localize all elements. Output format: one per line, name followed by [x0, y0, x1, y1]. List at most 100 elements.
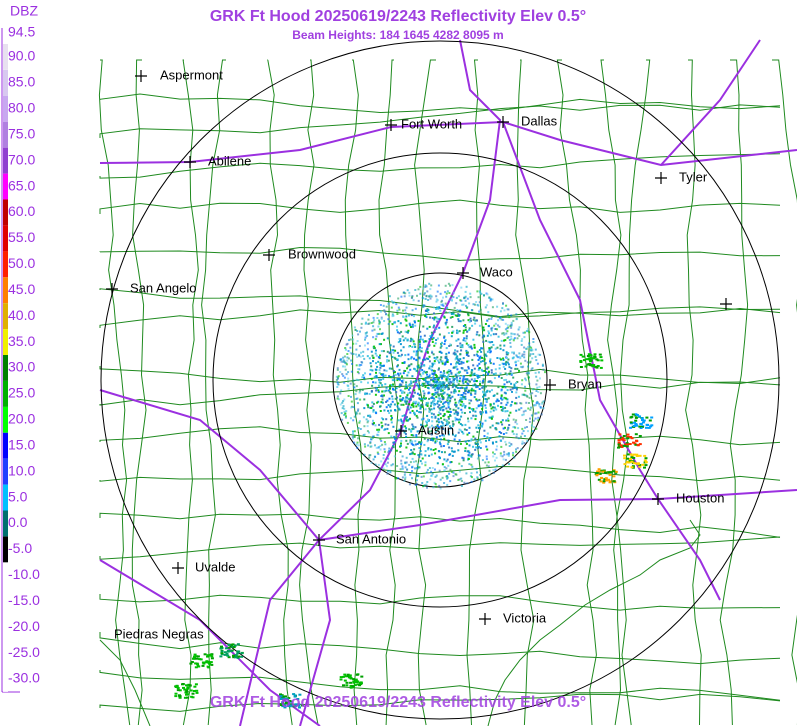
echo-pixel	[515, 448, 517, 451]
echo-pixel	[376, 428, 379, 431]
echo-pixel	[438, 333, 441, 336]
echo-pixel	[484, 306, 487, 309]
echo-pixel	[434, 391, 437, 394]
echo-pixel	[467, 360, 470, 363]
echo-pixel	[614, 471, 618, 474]
city-cross	[457, 267, 469, 279]
city-label: Waco	[480, 264, 513, 279]
echo-pixel	[388, 449, 390, 452]
echo-pixel	[420, 383, 423, 386]
echo-pixel	[348, 675, 352, 678]
echo-pixel	[443, 434, 446, 437]
echo-pixel	[436, 428, 439, 431]
echo-pixel	[450, 335, 453, 338]
echo-pixel	[468, 320, 471, 323]
echo-pixel	[357, 333, 360, 336]
echo-pixel	[433, 330, 436, 333]
echo-pixel	[422, 325, 425, 328]
echo-pixel	[635, 453, 639, 456]
echo-pixel	[409, 473, 412, 476]
echo-pixel	[518, 352, 521, 355]
echo-pixel	[454, 398, 456, 401]
echo-pixel	[493, 324, 496, 327]
echo-pixel	[436, 299, 439, 302]
echo-pixel	[447, 417, 450, 420]
echo-pixel	[349, 686, 353, 689]
echo-pixel	[398, 368, 401, 371]
echo-pixel	[434, 415, 437, 418]
echo-pixel	[516, 381, 519, 383]
echo-pixel	[464, 326, 467, 329]
echo-pixel	[501, 464, 504, 467]
echo-pixel	[401, 381, 404, 384]
echo-pixel	[447, 404, 450, 407]
echo-pixel	[596, 365, 600, 367]
echo-pixel	[380, 364, 383, 367]
echo-pixel	[504, 328, 507, 331]
echo-pixel	[451, 380, 454, 383]
echo-pixel	[443, 370, 445, 373]
echo-pixel	[375, 371, 377, 374]
echo-pixel	[376, 451, 379, 454]
echo-pixel	[523, 336, 526, 339]
echo-pixel	[418, 356, 421, 359]
echo-pixel	[591, 365, 595, 368]
echo-pixel	[336, 377, 339, 380]
echo-pixel	[501, 455, 504, 458]
echo-pixel	[412, 350, 415, 353]
echo-pixel	[457, 393, 460, 396]
echo-pixel	[367, 318, 370, 321]
echo-pixel	[453, 450, 456, 453]
echo-pixel	[636, 462, 640, 465]
echo-pixel	[390, 464, 393, 467]
echo-pixel	[464, 406, 467, 409]
echo-pixel	[415, 400, 418, 403]
echo-pixel	[421, 405, 424, 408]
echo-pixel	[383, 450, 386, 453]
legend-swatch	[3, 121, 8, 148]
echo-pixel	[433, 344, 436, 347]
echo-pixel	[459, 442, 462, 445]
echo-pixel	[532, 388, 535, 391]
echo-pixel	[426, 380, 429, 383]
echo-pixel	[645, 426, 648, 429]
echo-pixel	[350, 352, 353, 355]
echo-pixel	[430, 439, 433, 441]
echo-pixel	[479, 473, 482, 476]
echo-pixel	[500, 394, 503, 397]
echo-pixel	[405, 446, 408, 449]
echo-pixel	[482, 326, 485, 329]
echo-pixel	[355, 353, 358, 356]
echo-pixel	[381, 332, 384, 335]
echo-pixel	[528, 345, 531, 348]
echo-pixel	[456, 411, 459, 414]
echo-pixel	[370, 322, 373, 324]
echo-pixel	[419, 407, 422, 410]
echo-pixel	[447, 433, 450, 436]
echo-pixel	[399, 389, 402, 392]
echo-pixel	[440, 374, 443, 377]
echo-pixel	[449, 480, 452, 483]
echo-pixel	[492, 402, 495, 405]
echo-pixel	[465, 304, 467, 307]
echo-pixel	[460, 400, 462, 403]
echo-pixel	[419, 285, 422, 288]
echo-pixel	[408, 463, 411, 466]
echo-pixel	[595, 474, 599, 477]
echo-pixel	[459, 299, 462, 302]
echo-pixel	[410, 442, 413, 445]
echo-pixel	[337, 376, 339, 379]
echo-pixel	[385, 418, 388, 421]
echo-pixel	[402, 397, 405, 399]
echo-pixel	[507, 453, 510, 456]
echo-pixel	[484, 394, 487, 397]
echo-pixel	[507, 419, 510, 422]
echo-pixel	[624, 443, 628, 446]
echo-pixel	[498, 367, 501, 370]
echo-pixel	[517, 427, 520, 430]
echo-pixel	[595, 358, 599, 361]
echo-pixel	[431, 437, 434, 440]
echo-pixel	[509, 404, 512, 407]
echo-pixel	[499, 347, 502, 350]
echo-pixel	[447, 406, 450, 409]
